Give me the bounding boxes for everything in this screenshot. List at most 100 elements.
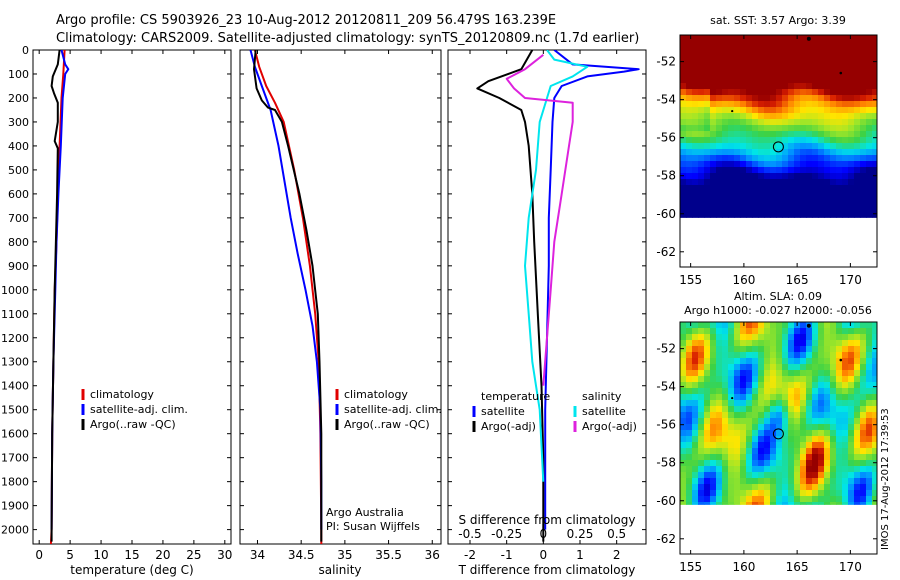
sst-map-ytick-label: -54 — [656, 93, 676, 107]
sst-map-cell — [788, 203, 795, 210]
sla-map-cell — [806, 382, 813, 389]
sla-map-cell — [770, 442, 777, 449]
sst-map-cell — [686, 173, 693, 180]
sla-map-cell — [782, 358, 789, 365]
sst-map-cell — [806, 215, 813, 218]
sla-map-cell — [800, 466, 807, 473]
sla-map-cell — [764, 442, 771, 449]
sla-map-cell — [716, 328, 723, 335]
sla-map-cell — [692, 430, 699, 437]
sst-map-cell — [764, 167, 771, 174]
sst-map-cell — [848, 53, 855, 60]
temperature-xtick-label: 30 — [217, 548, 232, 562]
sla-map-argo-marker — [772, 428, 784, 440]
sst-map-cell — [812, 35, 819, 42]
sla-map-cell — [842, 322, 849, 329]
sst-map-cell — [692, 35, 699, 42]
sst-map-cell — [794, 95, 801, 102]
sla-map-cell — [854, 442, 861, 449]
sst-map-cell — [848, 161, 855, 168]
difference-x2-tick-label: 0 — [540, 527, 548, 541]
sla-map-cell — [836, 364, 843, 371]
sst-map-cell — [734, 125, 741, 132]
sla-map-cell — [740, 424, 747, 431]
sla-map-cell — [806, 478, 813, 485]
sst-map-cell — [734, 149, 741, 156]
sst-map-cell — [722, 155, 729, 162]
sst-map-cell — [812, 191, 819, 198]
sst-map-cell — [758, 35, 765, 42]
sla-map-cell — [716, 364, 723, 371]
sla-map-cell — [854, 406, 861, 413]
difference-legend-temperature-heading: temperature — [481, 390, 550, 403]
sst-map-cell — [710, 107, 717, 114]
sst-map-cell — [872, 161, 877, 168]
sst-map-cell — [740, 119, 747, 126]
sst-map-cell — [722, 101, 729, 108]
sst-map-cell — [866, 143, 873, 150]
sst-map-cell — [716, 131, 723, 138]
sla-map-cell — [734, 490, 741, 497]
sst-map-cell — [698, 41, 705, 48]
difference-series-temperature-argo-adj- — [476, 50, 545, 542]
sla-map-cell — [860, 472, 867, 479]
sla-map-cell — [704, 442, 711, 449]
salinity-legend-label: Argo(..raw -QC) — [344, 418, 430, 431]
sst-map-cell — [854, 71, 861, 78]
sla-map-cell — [806, 460, 813, 467]
sst-map-cell — [716, 185, 723, 192]
sst-map-cell — [686, 83, 693, 90]
sst-map-cell — [842, 53, 849, 60]
depth-tick-label: 1200 — [1, 332, 29, 345]
sst-map-cell — [818, 131, 825, 138]
sst-map-cell — [716, 95, 723, 102]
sla-map-cell — [752, 406, 759, 413]
salinity-lines — [249, 50, 323, 544]
sst-map-cell — [698, 101, 705, 108]
sst-map-cell — [722, 167, 729, 174]
depth-tick-label: 800 — [8, 236, 29, 249]
sla-map-cell — [842, 412, 849, 419]
sst-map-cell — [830, 137, 837, 144]
sla-map-cell — [788, 478, 795, 485]
sla-map-cell — [692, 454, 699, 461]
sst-map-cell — [740, 191, 747, 198]
sst-map-cell — [824, 83, 831, 90]
sst-map-cell — [812, 215, 819, 218]
sst-map-cell — [800, 113, 807, 120]
sst-map-cell — [800, 161, 807, 168]
sla-map-cell — [818, 328, 825, 335]
sst-map-cell — [830, 83, 837, 90]
sla-map-cell — [854, 436, 861, 443]
salinity-panel: 34 34.5 35 35.5 36 salinity climatologysatel… — [239, 49, 442, 577]
sla-map-cell — [680, 478, 687, 485]
sst-map-cell — [734, 65, 741, 72]
sla-map-cell — [698, 358, 705, 365]
sla-map-cell — [812, 454, 819, 461]
sla-map-cell — [788, 436, 795, 443]
sst-map-cell — [854, 137, 861, 144]
sla-map-cell — [818, 496, 825, 503]
sla-map-cell — [692, 370, 699, 377]
sst-map-cell — [710, 143, 717, 150]
sla-map-cell — [854, 358, 861, 365]
sst-map-cell — [746, 131, 753, 138]
sst-map-cell — [824, 209, 831, 216]
sla-map-cell — [854, 424, 861, 431]
sst-map-cell — [770, 179, 777, 186]
sst-map-cell — [782, 95, 789, 102]
sst-map-cell — [698, 65, 705, 72]
sla-map-cell — [752, 484, 759, 491]
sla-map-cell — [710, 478, 717, 485]
sst-map-cell — [836, 185, 843, 192]
sla-map-cell — [854, 334, 861, 341]
salinity-plot-area — [239, 49, 442, 545]
sst-map-cell — [686, 95, 693, 102]
sla-map-cell — [788, 466, 795, 473]
sla-map-cell — [740, 442, 747, 449]
sla-map-cell — [734, 358, 741, 365]
sla-map-cell — [860, 400, 867, 407]
sst-map-cell — [764, 35, 771, 42]
sla-map-cell — [716, 436, 723, 443]
sst-map-cell — [710, 125, 717, 132]
